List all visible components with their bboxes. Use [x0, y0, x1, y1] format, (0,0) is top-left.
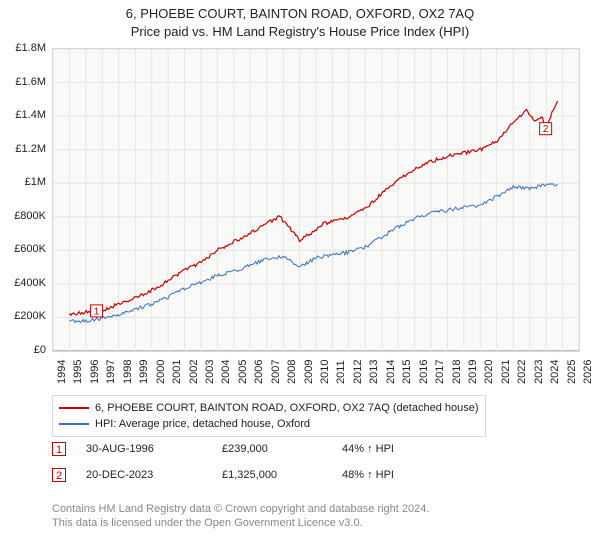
- marker-table-row: 1 30-AUG-1996£239,00044% ↑ HPI: [52, 442, 394, 456]
- x-tick-label: 2003: [204, 360, 216, 384]
- marker-delta: 44% ↑ HPI: [342, 443, 394, 455]
- x-tick-label: 2008: [286, 360, 298, 384]
- x-tick-label: 2011: [335, 360, 347, 384]
- svg-text:2: 2: [543, 124, 549, 135]
- y-tick-label: £200K: [0, 310, 46, 322]
- legend-row: 6, PHOEBE COURT, BAINTON ROAD, OXFORD, O…: [59, 400, 479, 416]
- legend: 6, PHOEBE COURT, BAINTON ROAD, OXFORD, O…: [52, 395, 486, 437]
- x-tick-label: 2012: [352, 360, 364, 384]
- series-price_paid: [69, 101, 557, 315]
- x-tick-label: 2000: [155, 360, 167, 384]
- x-tick-label: 2019: [467, 360, 479, 384]
- x-tick-label: 2021: [500, 360, 512, 384]
- plot-area: 12: [52, 48, 580, 352]
- marker-table-row: 2 20-DEC-2023£1,325,00048% ↑ HPI: [52, 468, 394, 482]
- x-tick-label: 2024: [549, 360, 561, 384]
- footer-line1: Contains HM Land Registry data © Crown c…: [52, 502, 429, 516]
- chart-title-line2: Price paid vs. HM Land Registry's House …: [0, 24, 600, 39]
- x-tick-label: 2002: [188, 360, 200, 384]
- marker-box: 1: [52, 442, 66, 456]
- marker-date: 30-AUG-1996: [86, 443, 222, 455]
- x-tick-label: 2007: [270, 360, 282, 384]
- x-tick-label: 1996: [89, 360, 101, 384]
- x-tick-label: 2025: [566, 360, 578, 384]
- footer-line2: This data is licensed under the Open Gov…: [52, 516, 429, 530]
- x-tick-label: 2016: [418, 360, 430, 384]
- y-tick-label: £1.6M: [0, 76, 46, 88]
- legend-row: HPI: Average price, detached house, Oxfo…: [59, 416, 479, 432]
- marker-date: 20-DEC-2023: [86, 469, 222, 481]
- marker-price: £1,325,000: [222, 469, 342, 481]
- x-tick-label: 2013: [368, 360, 380, 384]
- x-tick-label: 2006: [253, 360, 265, 384]
- y-tick-label: £400K: [0, 277, 46, 289]
- x-tick-label: 2020: [483, 360, 495, 384]
- x-tick-label: 2005: [237, 360, 249, 384]
- marker-price: £239,000: [222, 443, 342, 455]
- y-tick-label: £1.4M: [0, 109, 46, 121]
- y-tick-label: £1.8M: [0, 42, 46, 54]
- x-tick-label: 2014: [385, 360, 397, 384]
- x-tick-label: 2017: [434, 360, 446, 384]
- legend-label: HPI: Average price, detached house, Oxfo…: [95, 416, 310, 432]
- chart-container: { "titles": { "line1": "6, PHOEBE COURT,…: [0, 0, 600, 560]
- series-hpi: [69, 184, 557, 323]
- marker-delta: 48% ↑ HPI: [342, 469, 394, 481]
- legend-line: [59, 423, 89, 425]
- x-tick-label: 2001: [171, 360, 183, 384]
- x-tick-label: 1995: [72, 360, 84, 384]
- y-tick-label: £0: [0, 344, 46, 356]
- y-tick-label: £600K: [0, 243, 46, 255]
- marker-box: 2: [52, 468, 66, 482]
- y-tick-label: £1M: [0, 176, 46, 188]
- chart-title-line1: 6, PHOEBE COURT, BAINTON ROAD, OXFORD, O…: [0, 6, 600, 21]
- x-tick-label: 2004: [220, 360, 232, 384]
- x-tick-label: 2022: [516, 360, 528, 384]
- x-tick-label: 2009: [303, 360, 315, 384]
- x-tick-label: 2026: [582, 360, 594, 384]
- svg-text:1: 1: [94, 306, 100, 317]
- legend-line: [59, 407, 89, 409]
- x-tick-label: 1994: [56, 360, 68, 384]
- footer-attribution: Contains HM Land Registry data © Crown c…: [52, 502, 429, 530]
- x-tick-label: 2023: [533, 360, 545, 384]
- y-tick-label: £1.2M: [0, 143, 46, 155]
- x-tick-label: 1997: [105, 360, 117, 384]
- x-tick-label: 1998: [122, 360, 134, 384]
- x-tick-label: 1999: [138, 360, 150, 384]
- x-tick-label: 2010: [319, 360, 331, 384]
- x-tick-label: 2015: [401, 360, 413, 384]
- y-tick-label: £800K: [0, 210, 46, 222]
- legend-label: 6, PHOEBE COURT, BAINTON ROAD, OXFORD, O…: [95, 400, 479, 416]
- x-tick-label: 2018: [451, 360, 463, 384]
